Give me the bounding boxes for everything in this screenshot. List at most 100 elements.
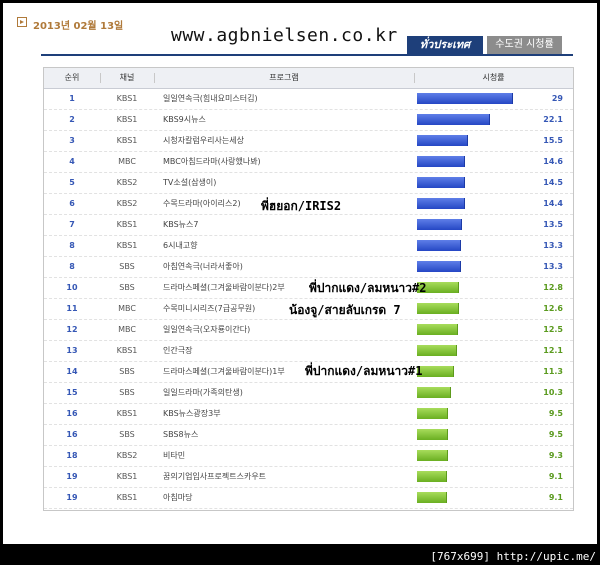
tab-metro[interactable]: 수도권 시청률 xyxy=(487,36,562,54)
rank-cell: 18 xyxy=(66,451,78,460)
rank-cell: 19 xyxy=(66,493,78,502)
rating-value: 11.3 xyxy=(543,367,563,376)
rating-bar xyxy=(417,303,459,314)
date-arrow-icon xyxy=(17,17,27,27)
rank-cell: 16 xyxy=(66,409,78,418)
channel-cell: KBS1 xyxy=(116,472,138,481)
col-divider xyxy=(414,73,415,83)
channel-cell: SBS xyxy=(119,262,135,271)
channel-cell: KBS1 xyxy=(116,493,138,502)
table-row: 16 KBS1 KBS뉴스광장3부 9.5 xyxy=(44,403,573,425)
rating-value: 9.1 xyxy=(548,472,563,481)
rank-cell: 10 xyxy=(66,283,78,292)
rating-bar xyxy=(417,387,451,398)
rank-cell: 19 xyxy=(66,472,78,481)
table-row: 7 KBS1 KBS뉴스7 13.5 xyxy=(44,214,573,236)
rating-bar xyxy=(417,135,468,146)
rating-bar xyxy=(417,429,448,440)
rank-cell: 11 xyxy=(66,304,78,313)
table-row: 2 KBS1 KBS9시뉴스 22.1 xyxy=(44,109,573,131)
program-cell: 일일연속극(힘내요미스터김) xyxy=(163,94,258,103)
rank-cell: 5 xyxy=(69,178,75,187)
col-header-rank: 순위 xyxy=(64,73,80,82)
channel-cell: KBS1 xyxy=(116,346,138,355)
table-row: 15 SBS 일일드라마(가족의탄생) 10.3 xyxy=(44,382,573,404)
rating-bar xyxy=(417,366,454,377)
rating-value: 9.5 xyxy=(548,430,563,439)
rating-bar xyxy=(417,261,461,272)
channel-cell: KBS1 xyxy=(116,94,138,103)
table-row: 5 KBS2 TV소설(삼생이) 14.5 xyxy=(44,172,573,194)
channel-cell: SBS xyxy=(119,367,135,376)
rank-cell: 7 xyxy=(69,220,75,229)
table-row: 1 KBS1 일일연속극(힘내요미스터김) 29 xyxy=(44,88,573,110)
channel-cell: KBS1 xyxy=(116,136,138,145)
table-row: 18 KBS2 비타민 9.3 xyxy=(44,445,573,467)
channel-cell: SBS xyxy=(119,283,135,292)
table-row: 13 KBS1 인간극장 12.1 xyxy=(44,340,573,362)
rating-value: 12.1 xyxy=(543,346,563,355)
rank-cell: 8 xyxy=(69,262,75,271)
program-cell: 비타민 xyxy=(163,451,186,460)
table-row: 12 MBC 일일연속극(오자룡이간다) 12.5 xyxy=(44,319,573,341)
program-cell: 드라마스페셜(그겨울바람이분다)2부 xyxy=(163,283,285,292)
rating-value: 29 xyxy=(551,94,563,103)
rating-value: 12.5 xyxy=(543,325,563,334)
program-cell: 인간극장 xyxy=(163,346,193,355)
rating-bar xyxy=(417,198,465,209)
rating-value: 14.5 xyxy=(543,178,563,187)
rating-bar xyxy=(417,324,458,335)
col-header-channel: 채널 xyxy=(119,73,135,82)
channel-cell: SBS xyxy=(119,388,135,397)
table-row: 10 SBS 드라마스페셜(그겨울바람이분다)2부 12.8 xyxy=(44,277,573,299)
channel-cell: MBC xyxy=(118,304,136,313)
rank-cell: 3 xyxy=(69,136,75,145)
rank-cell: 16 xyxy=(66,430,78,439)
rank-cell: 6 xyxy=(69,199,75,208)
channel-cell: KBS1 xyxy=(116,409,138,418)
table-row: 11 MBC 수목미니시리즈(7급공무원) 12.6 xyxy=(44,298,573,320)
table-row: 19 KBS1 꿈의기업입사프로젝트스카우트 9.1 xyxy=(44,466,573,488)
program-cell: SBS8뉴스 xyxy=(163,430,199,439)
program-cell: 아침마당 xyxy=(163,493,193,502)
program-cell: 꿈의기업입사프로젝트스카우트 xyxy=(163,472,267,481)
rank-cell: 13 xyxy=(66,346,78,355)
rating-value: 9.5 xyxy=(548,409,563,418)
program-cell: 드라마스페셜(그겨울바람이분다)1부 xyxy=(163,367,285,376)
rating-value: 9.1 xyxy=(548,493,563,502)
rank-cell: 15 xyxy=(66,388,78,397)
rank-cell: 12 xyxy=(66,325,78,334)
tab-underline xyxy=(41,54,573,56)
col-divider xyxy=(100,73,101,83)
annotation-winter-wind-1: พี่ปากแดง/ลมหนาว#1 xyxy=(305,364,423,378)
channel-cell: MBC xyxy=(118,157,136,166)
rating-value: 13.5 xyxy=(543,220,563,229)
table-row: 19 KBS1 아침마당 9.1 xyxy=(44,487,573,509)
program-cell: KBS뉴스7 xyxy=(163,220,199,229)
rating-value: 15.5 xyxy=(543,136,563,145)
table-header: 순위 채널 프로그램 시청률 xyxy=(44,68,573,89)
tab-national[interactable]: ทั่วประเทศ xyxy=(407,36,483,54)
rating-bar xyxy=(417,177,465,188)
rank-cell: 1 xyxy=(69,94,75,103)
rating-bar xyxy=(417,114,490,125)
table-row: 6 KBS2 수목드라마(아이리스2) 14.4 xyxy=(44,193,573,215)
rating-bar xyxy=(417,408,448,419)
rating-bar xyxy=(417,471,447,482)
rating-value: 12.8 xyxy=(543,283,563,292)
rating-bar xyxy=(417,282,459,293)
rating-value: 9.3 xyxy=(548,451,563,460)
table-row: 16 SBS SBS8뉴스 9.5 xyxy=(44,424,573,446)
channel-cell: KBS1 xyxy=(116,220,138,229)
program-cell: 시청자칼럼우리사는세상 xyxy=(163,136,244,145)
channel-cell: KBS2 xyxy=(116,451,138,460)
channel-cell: KBS2 xyxy=(116,178,138,187)
rating-bar xyxy=(417,219,462,230)
rating-bar xyxy=(417,93,513,104)
channel-cell: KBS1 xyxy=(116,115,138,124)
rating-value: 13.3 xyxy=(543,241,563,250)
col-divider xyxy=(154,73,155,83)
table-row: 3 KBS1 시청자칼럼우리사는세상 15.5 xyxy=(44,130,573,152)
channel-cell: SBS xyxy=(119,430,135,439)
program-cell: 수목드라마(아이리스2) xyxy=(163,199,241,208)
